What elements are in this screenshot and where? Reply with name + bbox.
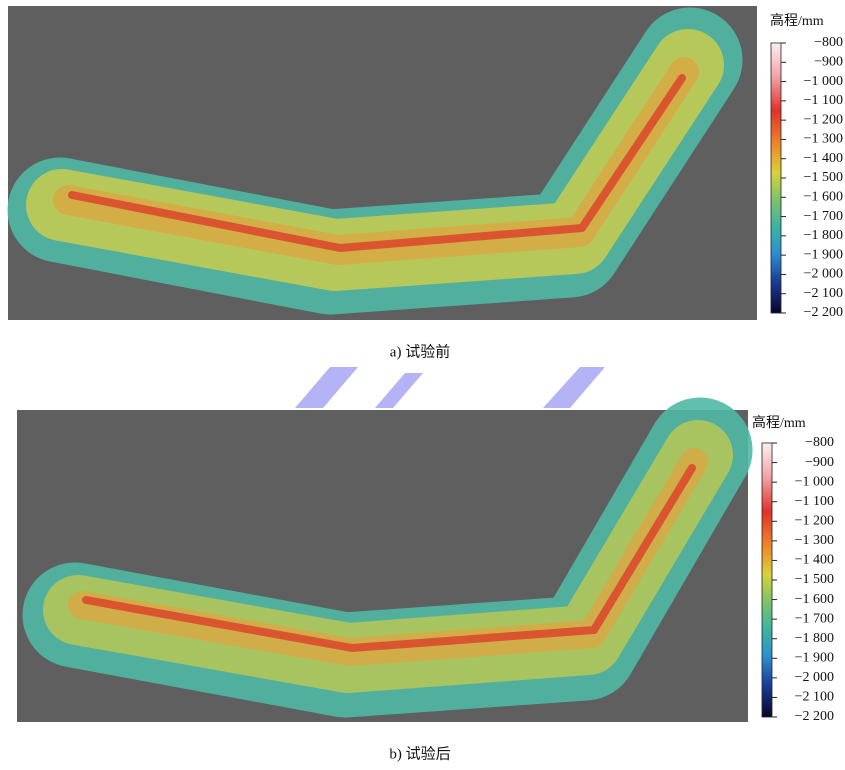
colorbar-tick-label: −1 200 — [795, 514, 834, 529]
point-cloud-b — [17, 410, 748, 722]
colorbar-title: 高程/mm — [752, 414, 806, 431]
colorbar-tick-label: −1 300 — [795, 533, 834, 548]
colorbar-tick-label: −1 900 — [804, 247, 843, 262]
colorbar-tick-label: −1 300 — [804, 132, 843, 147]
colorbar-tick-label: −2 100 — [795, 690, 834, 705]
colorbar-tick-label: −2 200 — [804, 305, 843, 320]
colorbar-tick-label: −900 — [805, 455, 834, 470]
colorbar — [762, 443, 772, 717]
decoration — [295, 367, 605, 408]
colorbar-tick-label: −1 500 — [804, 170, 843, 185]
colorbar-tick-label: −2 000 — [804, 267, 843, 282]
colorbar-tick-label: −800 — [814, 35, 843, 50]
colorbar-tick-label: −1 100 — [804, 93, 843, 108]
colorbar-tick-label: −1 100 — [795, 494, 834, 509]
colorbar-tick-label: −1 800 — [804, 228, 843, 243]
colorbar-tick-label: −1 600 — [804, 190, 843, 205]
colorbar-tick-label: −1 500 — [795, 572, 834, 587]
colorbar-tick-label: −2 000 — [795, 670, 834, 685]
caption: b) 试验后 — [389, 745, 450, 762]
colorbar-tick-label: −1 400 — [804, 151, 843, 166]
colorbar-tick-label: −1 700 — [795, 611, 834, 626]
colorbar-tick-label: −1 900 — [795, 651, 834, 666]
colorbar-tick-label: −1 800 — [795, 631, 834, 646]
colorbar-tick-label: −1 200 — [804, 112, 843, 127]
colorbar — [771, 43, 781, 313]
colorbar-tick-label: −1 400 — [795, 553, 834, 568]
point-cloud-a — [8, 6, 757, 320]
figure: a) 试验前 b) 试验后 高程/mm −800 −900 −1 000 −1 100 −… — [0, 0, 845, 770]
colorbar-tick-label: −2 200 — [795, 709, 834, 724]
colorbar-title: 高程/mm — [770, 12, 824, 29]
colorbar-tick-label: −900 — [814, 55, 843, 70]
caption: a) 试验前 — [390, 343, 450, 360]
colorbar-tick-label: −2 100 — [804, 286, 843, 301]
colorbar-tick-label: −1 000 — [795, 474, 834, 489]
colorbar-tick-label: −800 — [805, 435, 834, 450]
colorbar-tick-label: −1 700 — [804, 209, 843, 224]
colorbar-tick-label: −1 000 — [804, 74, 843, 89]
colorbar-tick-label: −1 600 — [795, 592, 834, 607]
